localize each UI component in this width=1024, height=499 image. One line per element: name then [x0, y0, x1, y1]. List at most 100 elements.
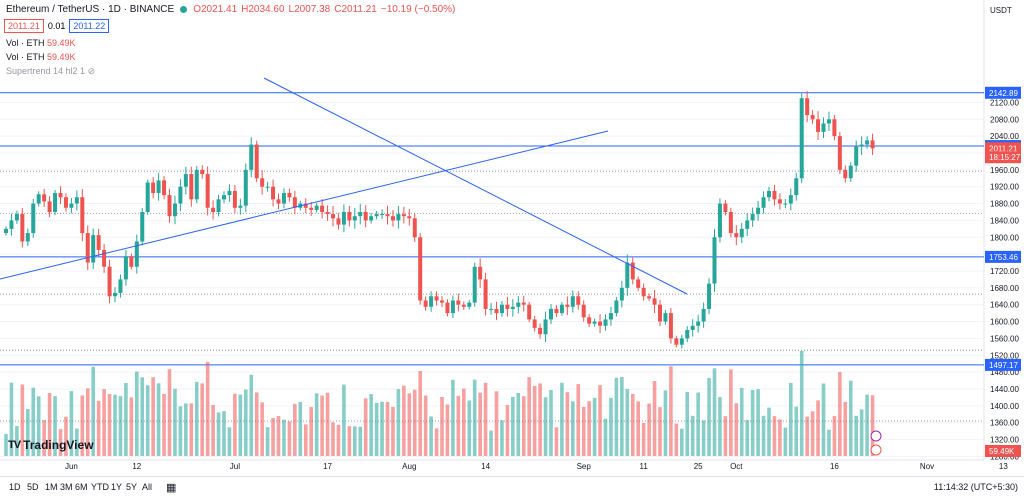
candle-body	[472, 266, 477, 303]
bid-button[interactable]: 2011.21	[4, 19, 44, 33]
volume-bar	[685, 391, 690, 456]
volume-bar	[407, 393, 412, 456]
volume-bar	[532, 386, 537, 456]
volume-bar	[287, 421, 292, 456]
indicator-label: Vol · ETH	[6, 38, 45, 48]
volume-bar	[707, 377, 711, 456]
candle-body	[74, 197, 79, 204]
y-tick-label: 1680.00	[990, 284, 1019, 293]
candle-body	[271, 186, 276, 200]
symbol-title[interactable]: Ethereum / TetherUS · 1D · BINANCE	[6, 4, 175, 15]
candle-body	[636, 279, 641, 288]
volume-bar	[233, 393, 237, 456]
price-axis-marker	[985, 86, 1021, 99]
candle-body	[598, 321, 603, 326]
volume-bar	[102, 389, 106, 456]
volume-bar	[140, 377, 145, 456]
volume-bar	[472, 379, 477, 456]
volume-indicator-1[interactable]: Vol · ETH 59.49K	[6, 38, 76, 48]
volume-bar	[750, 389, 755, 456]
candle-body	[592, 321, 597, 324]
currency-label: USDT	[990, 6, 1012, 15]
timeframe-6m[interactable]: 6M	[75, 482, 88, 492]
volume-bar	[396, 389, 401, 456]
candle-body	[570, 296, 575, 307]
price-axis-marker	[985, 250, 1021, 263]
x-tick-label: Sep	[577, 462, 592, 471]
candle-body	[499, 304, 504, 314]
timeframe-all[interactable]: All	[142, 482, 153, 492]
volume-bar	[9, 382, 14, 456]
volume-bar	[331, 422, 335, 456]
candle-body	[358, 211, 363, 217]
volume-bar	[576, 384, 581, 456]
volume-bar	[587, 401, 591, 456]
volume-bar	[260, 402, 264, 456]
volume-bar	[538, 383, 542, 456]
candle-body	[205, 174, 210, 208]
volume-bar	[805, 416, 809, 456]
timeframe-1m[interactable]: 1M	[45, 482, 58, 492]
volume-bar	[663, 390, 668, 456]
volume-bar	[42, 420, 46, 456]
candle-body	[663, 313, 668, 322]
y-tick-label: 1320.00	[990, 436, 1019, 445]
candle-body	[843, 169, 848, 179]
volume-bar	[151, 377, 155, 456]
x-tick-label: Oct	[730, 462, 743, 471]
candle-body	[461, 304, 466, 307]
volume-bar	[674, 423, 679, 456]
volume-bar	[91, 366, 95, 456]
volume-bar	[669, 366, 673, 456]
volume-bar	[467, 400, 472, 456]
y-tick-label: 1400.00	[990, 402, 1019, 411]
candle-body	[821, 123, 826, 132]
timeframe-3m[interactable]: 3M	[60, 482, 73, 492]
candle-body	[151, 182, 156, 194]
candle-body	[347, 211, 352, 221]
timeframe-5y[interactable]: 5Y	[126, 482, 138, 492]
volume-bar	[554, 427, 559, 456]
date-range-icon[interactable]: ▦	[166, 482, 177, 494]
chart-canvas[interactable]: USDT1280.001320.001360.001400.001440.001…	[0, 0, 1024, 476]
market-status-dot	[180, 6, 188, 13]
timeframe-1d[interactable]: 1D	[9, 482, 21, 492]
candle-body	[450, 300, 455, 314]
eye-hidden-icon[interactable]: ⊘	[87, 66, 96, 76]
volume-bar	[320, 395, 324, 456]
volume-bar	[298, 401, 303, 456]
volume-bar	[848, 380, 853, 456]
volume-bar	[53, 396, 57, 456]
candle-body	[162, 180, 167, 196]
volume-bar	[440, 397, 444, 456]
volume-bar	[173, 388, 177, 456]
candle-body	[91, 235, 96, 263]
timeframe-1y[interactable]: 1Y	[111, 482, 123, 492]
volume-bar	[162, 393, 166, 456]
price-axis-marker-label: 1497.17	[989, 361, 1018, 370]
candle-body	[848, 165, 853, 179]
volume-bar	[336, 424, 341, 456]
candle-body	[423, 300, 428, 307]
candle-body	[489, 308, 494, 310]
price-axis-marker	[985, 358, 1021, 371]
candle-body	[478, 266, 483, 280]
supertrend-indicator[interactable]: Supertrend 14 hl2 1 ⊘	[6, 66, 95, 77]
x-tick-label: Nov	[920, 462, 934, 471]
volume-indicator-2[interactable]: Vol · ETH 59.49K	[6, 52, 76, 62]
candle-body	[707, 283, 712, 309]
volume-bar	[783, 427, 788, 456]
volume-bar	[64, 416, 68, 456]
y-tick-label: 1800.00	[990, 233, 1019, 242]
timeframe-5d[interactable]: 5D	[27, 482, 39, 492]
volume-bar	[249, 374, 254, 456]
ask-button[interactable]: 2011.22	[69, 19, 110, 33]
clock-readout: 11:14:32 (UTC+5:30)	[933, 482, 1018, 492]
tradingview-logo[interactable]: TV TradingView	[8, 438, 94, 452]
open-value: O2021.41	[193, 4, 238, 15]
volume-bar	[756, 389, 760, 456]
timeframe-ytd[interactable]: YTD	[91, 482, 109, 492]
candle-body	[587, 317, 592, 324]
candle-body	[390, 216, 395, 221]
volume-bar	[462, 388, 466, 456]
